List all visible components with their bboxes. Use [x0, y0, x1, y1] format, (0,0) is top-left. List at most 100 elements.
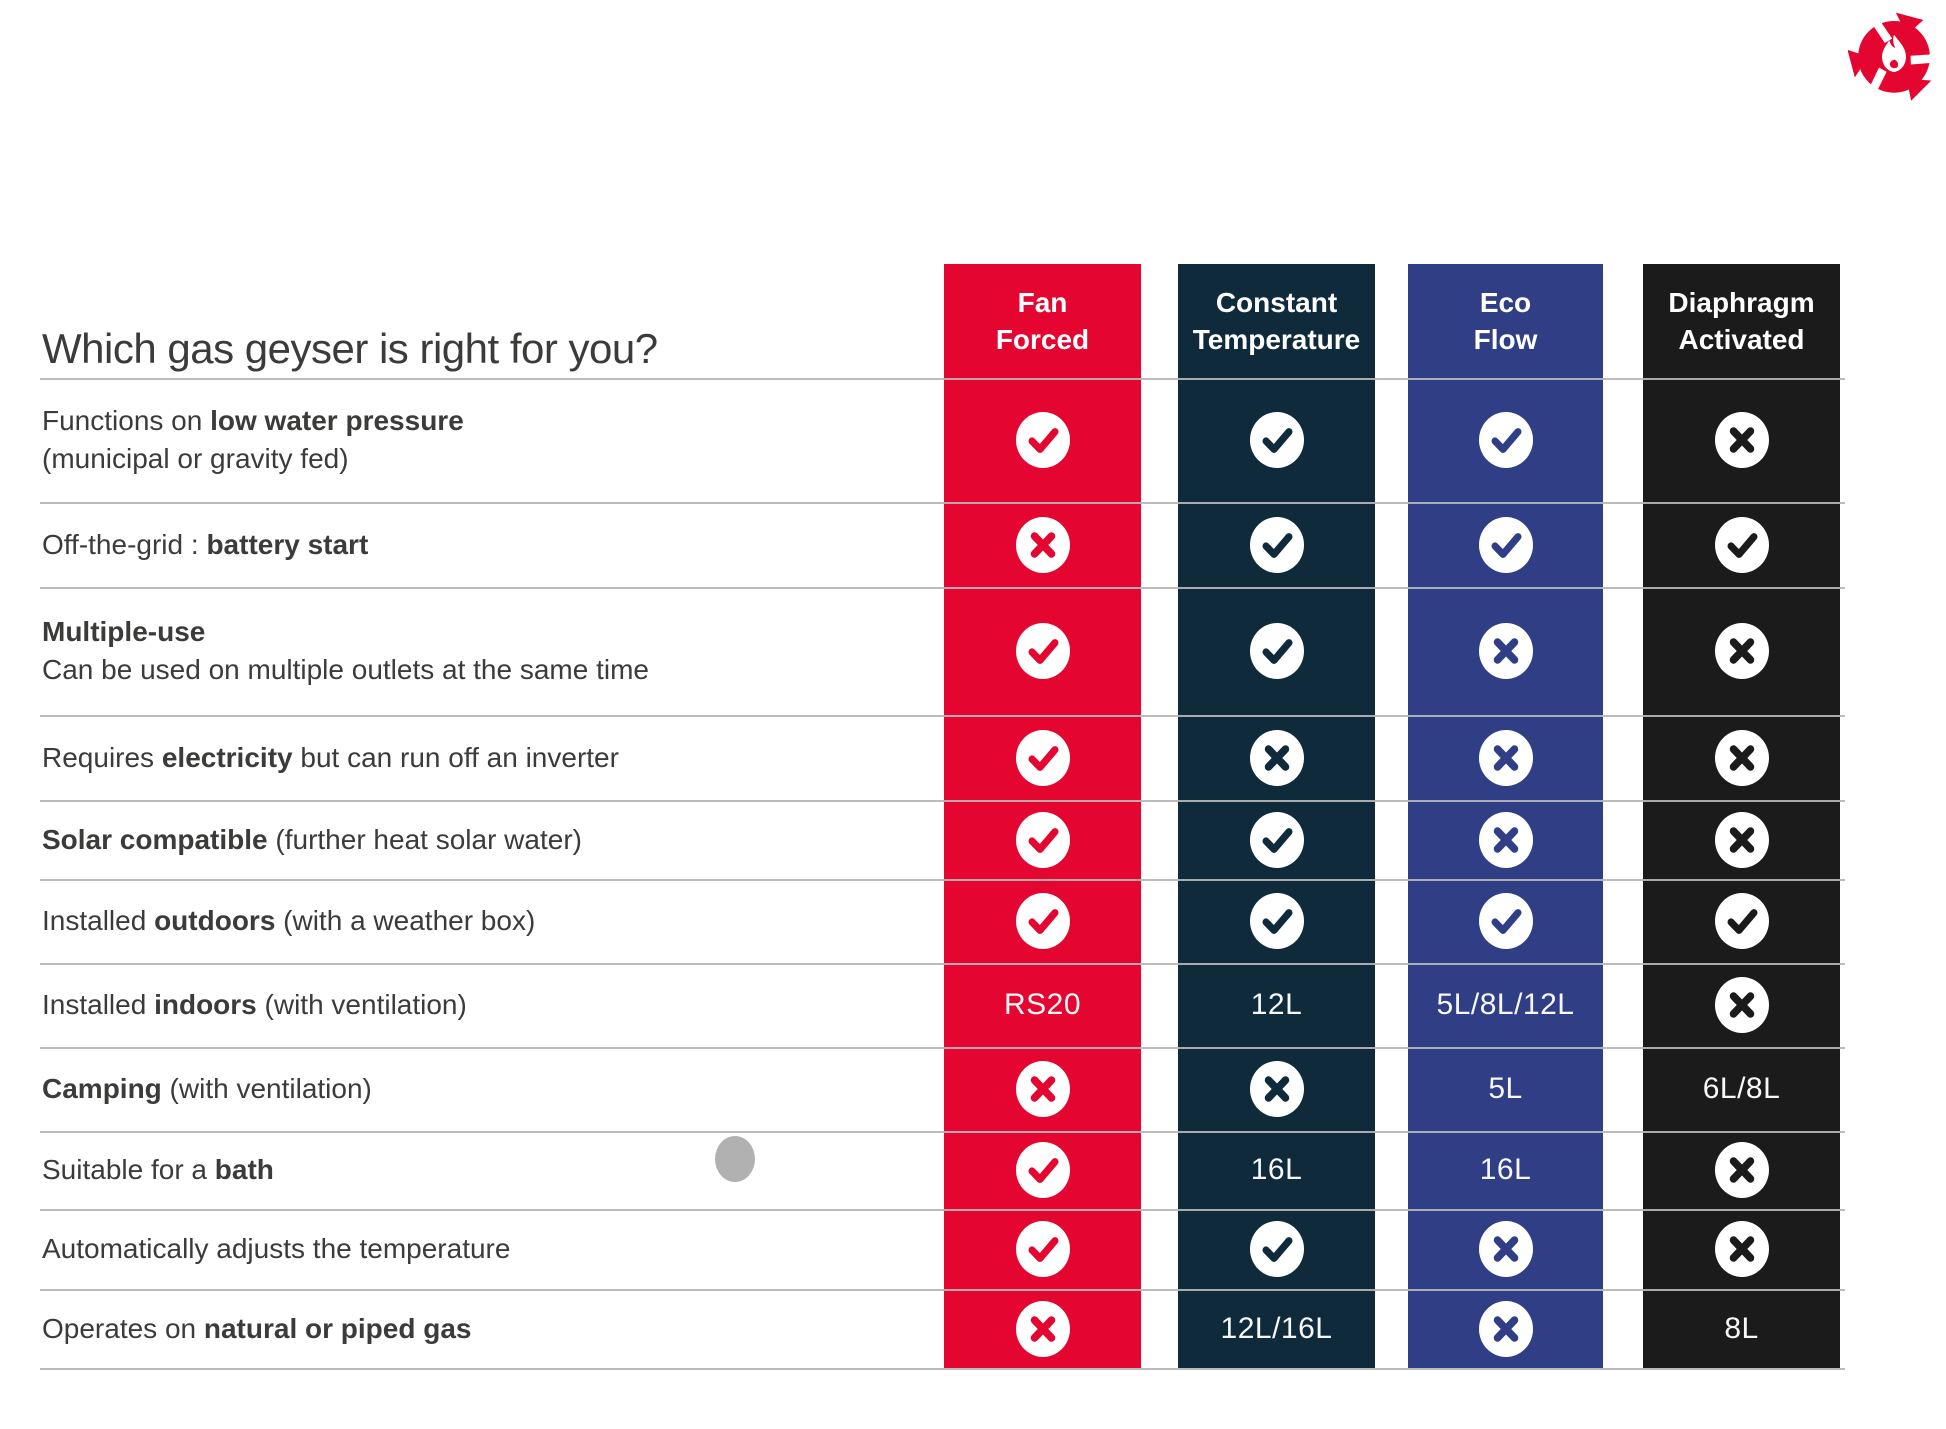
table-cell-constant-temperature: 12L/16L — [1178, 1289, 1375, 1368]
table-cell-diaphragm-activated — [1643, 879, 1840, 963]
gray-dot-marker — [715, 1136, 755, 1182]
check-icon — [1015, 623, 1070, 679]
label-bold-text: indoors — [154, 989, 257, 1020]
label-text: Suitable for a — [42, 1154, 215, 1185]
table-cell-eco-flow — [1408, 800, 1603, 879]
cell-value: 16L — [1479, 1153, 1532, 1186]
table-cell-diaphragm-activated — [1643, 715, 1840, 800]
cell-value: 16L — [1250, 1153, 1303, 1186]
label-text: (with a weather box) — [275, 905, 536, 936]
cell-value: 5L — [1488, 1072, 1523, 1105]
label-text: (with ventilation) — [161, 1073, 372, 1104]
row-label-line: Installed indoors (with ventilation) — [42, 986, 922, 1024]
page-title: Which gas geyser is right for you? — [42, 325, 658, 373]
row-label: Requires electricity but can run off an … — [42, 715, 922, 800]
row-label-line: Solar compatible (further heat solar wat… — [42, 821, 922, 859]
cross-icon — [1714, 1142, 1769, 1198]
table-cell-constant-temperature — [1178, 587, 1375, 715]
table-cell-fan-forced — [944, 1289, 1141, 1368]
row-label-line: Operates on natural or piped gas — [42, 1310, 922, 1348]
table-cell-diaphragm-activated — [1643, 963, 1840, 1047]
table-cell-constant-temperature — [1178, 1047, 1375, 1131]
table-cell-eco-flow — [1408, 502, 1603, 587]
label-text: Operates on — [42, 1312, 204, 1344]
gridline-1 — [40, 502, 1845, 504]
cross-icon — [1015, 516, 1070, 573]
check-icon — [1015, 729, 1070, 786]
cell-value: 12L/16L — [1220, 1311, 1333, 1345]
table-cell-diaphragm-activated — [1643, 378, 1840, 502]
table-cell-fan-forced — [944, 800, 1141, 879]
cell-value: 6L/8L — [1702, 1072, 1781, 1105]
table-cell-constant-temperature: 16L — [1178, 1131, 1375, 1209]
column-header-diaphragm-activated: Diaphragm Activated — [1668, 287, 1815, 355]
gridline-8 — [40, 1131, 1845, 1133]
label-text: Installed — [42, 905, 155, 936]
row-label-line: Requires electricity but can run off an … — [42, 739, 922, 777]
table-cell-fan-forced — [944, 879, 1141, 963]
label-bold-text: Multiple-use — [42, 616, 206, 647]
table-cell-fan-forced — [944, 1209, 1141, 1289]
check-icon — [1249, 623, 1304, 679]
table-cell-diaphragm-activated — [1643, 587, 1840, 715]
label-bold-text: electricity — [161, 741, 293, 773]
table-cell-eco-flow — [1408, 715, 1603, 800]
cell-value: 5L/8L/12L — [1436, 988, 1575, 1021]
cross-icon — [1478, 811, 1533, 868]
check-icon — [1015, 811, 1070, 868]
label-text: Requires — [42, 741, 162, 773]
label-text: Functions on — [42, 405, 211, 436]
check-icon — [1015, 1221, 1070, 1277]
table-cell-constant-temperature — [1178, 800, 1375, 879]
row-label: Functions on low water pressure (municipa… — [42, 378, 922, 502]
row-label-line: Installed outdoors (with a weather box) — [42, 902, 922, 940]
cross-icon — [1714, 1221, 1769, 1277]
cross-icon — [1478, 1221, 1533, 1277]
table-cell-constant-temperature — [1178, 378, 1375, 502]
label-bold-text: low water pressure — [210, 405, 464, 436]
table-cell-eco-flow — [1408, 1209, 1603, 1289]
cell-value: 12L — [1250, 988, 1303, 1021]
label-text: (further heat solar water) — [267, 823, 582, 855]
check-icon — [1714, 516, 1769, 573]
label-text: (with ventilation) — [256, 989, 467, 1020]
label-bold-text: Camping — [42, 1073, 162, 1104]
row-label-line: Functions on low water pressure — [42, 402, 922, 440]
cross-icon — [1714, 729, 1769, 786]
table-cell-eco-flow — [1408, 378, 1603, 502]
table-cell-eco-flow — [1408, 879, 1603, 963]
table-cell-eco-flow: 5L — [1408, 1047, 1603, 1131]
cell-value: RS20 — [1003, 988, 1082, 1021]
table-cell-fan-forced — [944, 587, 1141, 715]
cross-icon — [1249, 729, 1304, 786]
label-text: (municipal or gravity fed) — [42, 443, 349, 474]
table-cell-fan-forced — [944, 1131, 1141, 1209]
check-icon — [1249, 1221, 1304, 1277]
row-label: Installed indoors (with ventilation) — [42, 963, 922, 1047]
row-label-line: Suitable for a bath — [42, 1151, 922, 1189]
cross-icon — [1015, 1300, 1070, 1357]
check-icon — [1249, 516, 1304, 573]
check-icon — [1249, 893, 1304, 949]
cross-icon — [1714, 977, 1769, 1033]
table-cell-constant-temperature — [1178, 1209, 1375, 1289]
cross-icon — [1249, 1061, 1304, 1117]
row-label-line: Off-the-grid : battery start — [42, 526, 922, 564]
check-icon — [1015, 1142, 1070, 1198]
label-bold-text: battery start — [206, 528, 369, 560]
gridline-7 — [40, 1047, 1845, 1049]
label-text: Off-the-grid : — [42, 528, 207, 560]
row-label: Off-the-grid : battery start — [42, 502, 922, 587]
gridline-6 — [40, 963, 1845, 965]
row-label: Automatically adjusts the temperature — [42, 1209, 922, 1289]
gridline-11 — [40, 1368, 1845, 1370]
table-cell-eco-flow: 5L/8L/12L — [1408, 963, 1603, 1047]
gridline-0 — [40, 378, 1845, 380]
row-label-line: Camping (with ventilation) — [42, 1070, 922, 1108]
gridline-3 — [40, 715, 1845, 717]
cell-value: 8L — [1724, 1311, 1759, 1345]
table-cell-diaphragm-activated — [1643, 1131, 1840, 1209]
check-icon — [1714, 893, 1769, 949]
table-cell-fan-forced: RS20 — [944, 963, 1141, 1047]
